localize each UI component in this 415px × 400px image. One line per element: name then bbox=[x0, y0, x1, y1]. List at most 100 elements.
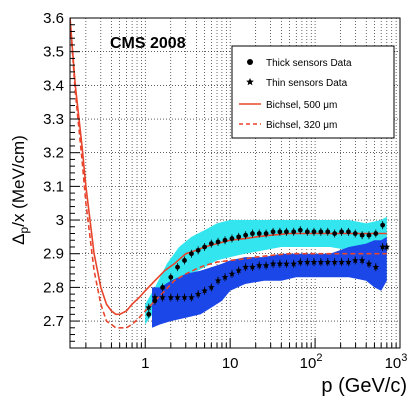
thin-data-point bbox=[365, 260, 373, 267]
thick-data-point bbox=[215, 239, 221, 245]
thick-data-point bbox=[291, 229, 297, 235]
thick-data-point bbox=[263, 231, 269, 236]
y-tick-label: 3.2 bbox=[43, 145, 64, 162]
thick-sensors-band bbox=[145, 216, 387, 325]
thin-data-point bbox=[208, 284, 215, 291]
thin-data-point bbox=[310, 258, 318, 265]
thick-data-point bbox=[346, 229, 351, 235]
thin-data-point bbox=[358, 257, 366, 264]
thin-data-point bbox=[151, 294, 159, 301]
thick-data-point bbox=[243, 232, 249, 238]
y-tick-label: 3.6 bbox=[43, 10, 64, 27]
x-tick-label: 102 bbox=[300, 352, 323, 372]
thin-data-point bbox=[221, 273, 229, 280]
legend-label: Thin sensors Data bbox=[266, 78, 348, 89]
y-tick-label: 3 bbox=[56, 212, 64, 229]
legend-label: Bichsel, 320 μm bbox=[266, 120, 337, 131]
thin-data-point bbox=[352, 257, 359, 264]
y-tick-label: 3.5 bbox=[43, 44, 64, 61]
y-tick-label: 2.8 bbox=[43, 279, 64, 296]
thin-data-point bbox=[345, 258, 352, 265]
bichsel-curves bbox=[70, 18, 387, 329]
thin-data-point bbox=[317, 258, 325, 265]
thick-data-point bbox=[339, 229, 344, 235]
x-axis-label: p (GeV/c) bbox=[321, 375, 407, 397]
y-tick-label: 3.3 bbox=[43, 111, 64, 128]
thick-data-point bbox=[182, 258, 187, 263]
thick-data-point bbox=[146, 311, 152, 317]
bichsel-320-curve bbox=[70, 18, 387, 329]
thin-data-point bbox=[214, 277, 222, 284]
legend-label: Bichsel, 500 μm bbox=[266, 100, 337, 111]
thick-data-point bbox=[168, 274, 174, 280]
legend: Thick sensors Data Thin sensors Data Bichs… bbox=[231, 45, 395, 139]
thin-data-point bbox=[228, 270, 236, 277]
thick-data-point bbox=[352, 231, 358, 236]
thick-data-point bbox=[297, 227, 303, 233]
thin-data-point bbox=[324, 258, 331, 265]
tick-labels: 2.7 2.8 2.9 3 3.1 3.2 3.3 3.4 3.5 3.6 1 10 102 103 bbox=[43, 10, 407, 372]
thin-data-point bbox=[242, 263, 249, 270]
thin-data-point bbox=[262, 262, 270, 269]
thick-data-point bbox=[366, 232, 372, 238]
thick-data-point bbox=[175, 264, 180, 270]
thin-data-point bbox=[159, 294, 166, 301]
thin-data-point bbox=[194, 290, 202, 297]
thin-data-point bbox=[372, 263, 379, 270]
legend-box bbox=[231, 45, 395, 139]
bichsel-500-curve bbox=[70, 18, 387, 316]
thin-data-point bbox=[383, 243, 391, 250]
thick-data-point bbox=[284, 229, 289, 235]
thick-data-point bbox=[222, 237, 228, 243]
thick-data-point bbox=[325, 229, 331, 235]
thin-data-point bbox=[338, 258, 345, 265]
y-tick-label: 2.7 bbox=[43, 313, 64, 330]
x-tick-label: 10 bbox=[222, 355, 239, 372]
plot-frame bbox=[69, 17, 401, 349]
thick-data-point bbox=[236, 234, 242, 240]
thin-data-point bbox=[174, 294, 181, 301]
thick-data-point bbox=[380, 222, 386, 228]
thin-data-point bbox=[201, 287, 208, 294]
legend-circle-marker bbox=[247, 59, 253, 65]
thin-data-point bbox=[283, 260, 290, 267]
x-tick-label: 1 bbox=[141, 355, 149, 372]
thick-data-point bbox=[195, 247, 201, 253]
thick-data-point bbox=[189, 251, 194, 257]
thin-data-point bbox=[269, 260, 277, 267]
thin-data-point bbox=[181, 294, 188, 301]
thick-data-point bbox=[277, 229, 283, 235]
chart-title: CMS 2008 bbox=[110, 35, 186, 52]
thin-data-point bbox=[145, 304, 152, 311]
thick-data-point bbox=[270, 229, 276, 235]
thin-data-point bbox=[276, 260, 284, 267]
axis-ticks bbox=[70, 17, 401, 349]
thin-data-point bbox=[188, 294, 195, 301]
thick-data-point bbox=[359, 232, 365, 238]
y-tick-label: 2.9 bbox=[43, 246, 64, 263]
thick-data-point bbox=[318, 229, 324, 235]
thick-data-point bbox=[250, 231, 255, 236]
thick-data-point bbox=[304, 229, 310, 235]
thin-data-point bbox=[256, 262, 263, 269]
y-tick-label: 3.1 bbox=[43, 178, 64, 195]
thin-data-point bbox=[331, 258, 338, 265]
thin-data-point bbox=[379, 243, 386, 250]
thin-data-point bbox=[167, 294, 174, 301]
thick-data-point bbox=[256, 231, 262, 236]
thick-data-point bbox=[332, 231, 338, 236]
thin-data-point bbox=[235, 267, 242, 274]
thin-data-point bbox=[304, 258, 311, 265]
thick-data-point bbox=[311, 229, 317, 235]
data-points bbox=[145, 221, 391, 319]
thin-data-point bbox=[249, 263, 256, 270]
legend-star-marker bbox=[246, 78, 254, 86]
thin-data-point bbox=[290, 260, 297, 267]
thick-data-point bbox=[373, 231, 379, 236]
thick-data-point bbox=[202, 244, 207, 250]
y-tick-label: 3.4 bbox=[43, 77, 64, 94]
x-tick-label: 103 bbox=[385, 352, 408, 372]
thick-data-point bbox=[229, 236, 235, 241]
thick-data-point bbox=[160, 284, 165, 290]
